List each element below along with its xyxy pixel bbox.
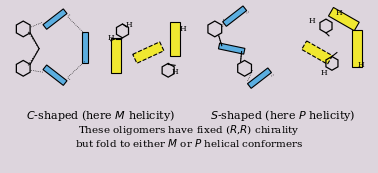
Polygon shape xyxy=(248,68,271,88)
Text: H: H xyxy=(172,68,178,76)
Text: H: H xyxy=(180,25,186,33)
Polygon shape xyxy=(133,42,164,63)
Text: H: H xyxy=(107,34,114,42)
Text: $S$-shaped (here $P$ helicity): $S$-shaped (here $P$ helicity) xyxy=(209,108,355,123)
Polygon shape xyxy=(170,22,180,56)
Polygon shape xyxy=(43,9,67,29)
Text: These oligomers have fixed ($R$,$R$) chirality: These oligomers have fixed ($R$,$R$) chi… xyxy=(78,123,300,137)
Polygon shape xyxy=(111,38,121,73)
Polygon shape xyxy=(328,7,359,31)
Text: H: H xyxy=(125,21,132,29)
Polygon shape xyxy=(223,6,247,26)
Polygon shape xyxy=(218,43,245,54)
Polygon shape xyxy=(43,65,67,85)
Polygon shape xyxy=(352,30,362,67)
Text: but fold to either $M$ or $P$ helical conformers: but fold to either $M$ or $P$ helical co… xyxy=(75,137,303,149)
Polygon shape xyxy=(82,32,88,63)
Text: H: H xyxy=(309,17,315,25)
Text: H: H xyxy=(336,9,342,17)
Text: H: H xyxy=(321,69,327,77)
Text: $C$-shaped (here $M$ helicity): $C$-shaped (here $M$ helicity) xyxy=(26,108,175,123)
Text: H: H xyxy=(358,61,364,69)
Polygon shape xyxy=(302,41,332,64)
